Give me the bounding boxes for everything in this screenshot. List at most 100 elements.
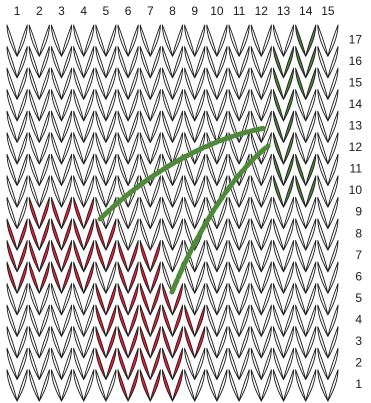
stitch-right-leg: [83, 304, 95, 337]
stitch-right-leg: [194, 369, 206, 402]
stitch-right-leg: [260, 218, 272, 251]
stitch-right-leg: [127, 326, 139, 359]
stitch-r15-c7: [139, 67, 161, 100]
stitch-r15-c15: [317, 67, 339, 100]
stitch-right-leg: [105, 369, 117, 402]
stitch-grid: [6, 24, 339, 402]
stitch-right-leg: [38, 326, 50, 359]
stitch-r13-c5: [95, 110, 117, 143]
stitch-right-leg: [172, 46, 184, 79]
stitch-right-leg: [172, 283, 184, 316]
stitch-right-leg: [327, 67, 339, 100]
stitch-r6-c1: [6, 261, 28, 294]
stitch-r10-c3: [50, 175, 73, 208]
stitch-right-leg: [327, 46, 339, 79]
column-label: 14: [299, 4, 313, 18]
stitch-right-leg: [260, 24, 272, 57]
stitch-right-leg: [127, 283, 139, 316]
stitch-r4-c7: [139, 304, 161, 337]
stitch-r1-c1: [6, 369, 28, 402]
stitch-right-leg: [149, 304, 161, 337]
row-label: 3: [355, 334, 362, 348]
stitch-right-leg: [38, 196, 50, 230]
stitch-r7-c6: [117, 240, 139, 273]
stitch-right-leg: [238, 218, 250, 251]
stitch-r7-c4: [73, 240, 95, 273]
stitch-right-leg: [149, 283, 161, 316]
stitch-right-leg: [61, 283, 73, 316]
stitch-right-leg: [327, 240, 339, 273]
stitch-right-leg: [327, 304, 339, 337]
row-label: 10: [349, 183, 363, 197]
stitch-right-leg: [61, 153, 73, 186]
stitch-right-leg: [260, 46, 272, 79]
stitch-right-leg: [260, 283, 272, 316]
stitch-right-leg: [149, 110, 161, 143]
row-label: 13: [349, 119, 363, 133]
column-label: 2: [36, 4, 43, 18]
stitch-right-leg: [283, 153, 295, 186]
stitch-r2-c8: [161, 347, 184, 380]
stitch-r2-c11: [228, 347, 250, 380]
row-label: 2: [355, 356, 362, 370]
column-label: 8: [169, 4, 176, 18]
stitch-right-leg: [238, 240, 250, 273]
stitch-right-leg: [260, 240, 272, 273]
row-label: 8: [355, 226, 362, 240]
stitch-right-leg: [83, 89, 95, 122]
stitch-r15-c10: [206, 67, 228, 100]
stitch-right-leg: [149, 347, 161, 380]
stitch-right-leg: [172, 304, 184, 337]
stitch-right-leg: [238, 347, 250, 380]
stitch-right-leg: [38, 67, 50, 100]
stitch-r9-c6: [117, 196, 139, 230]
stitch-r1-c9: [184, 369, 206, 402]
stitch-right-leg: [16, 110, 28, 143]
stitch-r8-c10: [206, 218, 228, 251]
stitch-r16-c10: [206, 46, 228, 79]
stitch-r1-c15: [317, 369, 339, 402]
stitch-right-leg: [327, 261, 339, 294]
stitch-right-leg: [61, 67, 73, 100]
stitch-r7-c11: [228, 240, 250, 273]
stitch-right-leg: [327, 369, 339, 402]
stitch-right-leg: [238, 326, 250, 359]
stitch-r14-c13: [272, 89, 295, 122]
stitch-r17-c11: [228, 24, 250, 57]
row-label: 14: [349, 97, 363, 111]
stitch-right-leg: [172, 347, 184, 380]
stitch-r14-c4: [73, 89, 95, 122]
stitch-r5-c7: [139, 283, 161, 316]
stitch-r4-c8: [161, 304, 184, 337]
stitch-r6-c14: [295, 261, 317, 294]
stitch-r9-c4: [73, 196, 95, 230]
stitch-r7-c1: [6, 240, 28, 273]
stitch-r4-c14: [295, 304, 317, 337]
stitch-r10-c13: [272, 175, 295, 208]
stitch-right-leg: [38, 261, 50, 294]
stitch-r14-c5: [95, 89, 117, 122]
stitch-r8-c2: [28, 218, 50, 251]
stitch-right-leg: [238, 132, 250, 165]
stitch-r5-c13: [272, 283, 295, 316]
stitch-r13-c3: [50, 110, 73, 143]
stitch-r7-c15: [317, 240, 339, 273]
stitch-right-leg: [149, 369, 161, 402]
stitch-right-leg: [172, 67, 184, 100]
stitch-r16-c11: [228, 46, 250, 79]
stitch-r14-c14: [295, 89, 317, 122]
stitch-right-leg: [172, 218, 184, 251]
stitch-right-leg: [105, 46, 117, 79]
stitch-right-leg: [283, 196, 295, 230]
stitch-right-leg: [38, 110, 50, 143]
stitch-r16-c1: [6, 46, 28, 79]
stitch-right-leg: [61, 261, 73, 294]
stitch-right-leg: [16, 46, 28, 79]
stitch-r16-c4: [73, 46, 95, 79]
stitch-right-leg: [194, 110, 206, 143]
stitch-right-leg: [172, 175, 184, 208]
stitch-right-leg: [172, 369, 184, 402]
stitch-r2-c10: [206, 347, 228, 380]
stitch-r14-c2: [28, 89, 50, 122]
stitch-right-leg: [172, 326, 184, 359]
